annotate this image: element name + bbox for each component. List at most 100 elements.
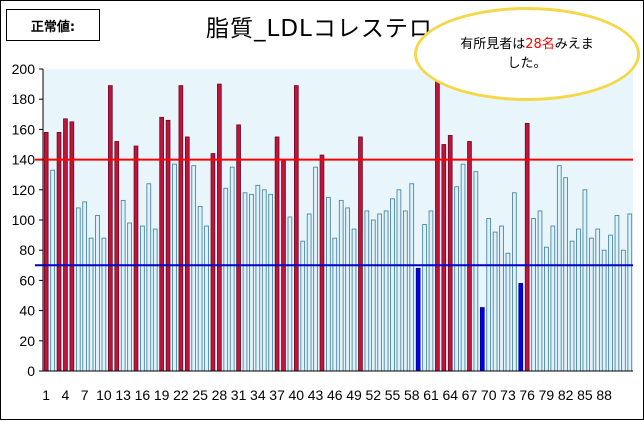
bar: [422, 224, 427, 372]
bar: [210, 153, 216, 372]
bar: [473, 171, 479, 372]
bar: [409, 183, 415, 372]
bar: [255, 184, 261, 372]
y-tick-label: 160: [12, 121, 36, 137]
bar: [178, 85, 184, 372]
bar: [108, 85, 113, 372]
bar: [75, 207, 81, 372]
bar: [486, 218, 492, 372]
x-tick-label: 64: [442, 387, 458, 403]
bar: [306, 213, 312, 372]
callout-line2: した。: [507, 56, 547, 71]
x-tick-label: 25: [192, 387, 208, 403]
x-tick-label: 19: [154, 387, 170, 403]
x-tick-label: 46: [327, 387, 343, 403]
x-tick-label: 52: [365, 387, 381, 403]
x-tick-label: 28: [212, 387, 228, 403]
x-tick-label: 7: [81, 387, 89, 403]
bar: [595, 228, 601, 372]
bar: [197, 206, 203, 372]
bar: [184, 136, 190, 372]
bar: [460, 163, 466, 372]
bar: [377, 213, 383, 372]
bar: [146, 183, 152, 372]
x-tick-label: 58: [404, 387, 420, 403]
bar: [293, 85, 299, 372]
bar: [133, 145, 139, 372]
bar: [614, 215, 620, 372]
chart-title: 脂質_LDLコレステロ: [206, 16, 433, 42]
x-tick-label: 16: [135, 387, 151, 403]
bar: [223, 187, 229, 372]
normal-value-label: 正常値:: [6, 9, 100, 41]
x-tick-label: 67: [462, 387, 478, 403]
bar: [364, 210, 370, 372]
bar: [338, 199, 344, 372]
x-tick-label: 61: [423, 387, 439, 403]
bar: [95, 215, 100, 372]
bar: [383, 210, 389, 372]
x-tick-label: 22: [173, 387, 189, 403]
bar: [550, 225, 556, 372]
bar: [447, 135, 453, 372]
bar: [563, 177, 568, 372]
bar: [56, 132, 62, 372]
bar: [537, 210, 543, 372]
bar: [370, 219, 376, 372]
bar: [204, 225, 209, 372]
bar: [479, 307, 485, 372]
bar: [351, 228, 357, 372]
y-tick-label: 180: [12, 91, 36, 107]
bar: [300, 240, 306, 372]
bar: [127, 222, 132, 372]
bar: [159, 116, 164, 372]
callout-suffix: みえま: [554, 37, 594, 52]
x-tick-label: 82: [558, 387, 574, 403]
y-tick-label: 120: [12, 182, 36, 198]
bar: [492, 231, 498, 372]
bar: [601, 249, 607, 372]
x-tick-label: 85: [577, 387, 593, 403]
bar: [428, 210, 434, 372]
bar: [114, 141, 120, 372]
bar: [403, 210, 408, 372]
x-tick-label: 40: [289, 387, 305, 403]
bar: [415, 267, 421, 372]
bar: [435, 68, 440, 372]
bar: [313, 166, 318, 372]
bar: [217, 83, 222, 372]
bar: [287, 216, 293, 372]
y-tick-label: 20: [19, 333, 35, 349]
x-tick-label: 34: [250, 387, 266, 403]
bar: [261, 189, 267, 372]
x-tick-label: 73: [500, 387, 516, 403]
y-tick-label: 0: [27, 363, 35, 379]
bar: [621, 249, 626, 372]
bar: [627, 213, 633, 372]
bar: [268, 193, 273, 372]
x-tick-label: 13: [115, 387, 131, 403]
bar: [390, 198, 395, 372]
bar: [140, 225, 145, 372]
y-tick-label: 40: [19, 303, 35, 319]
bar: [332, 237, 338, 372]
bar: [172, 163, 177, 372]
bar: [101, 237, 107, 372]
bar: [165, 119, 171, 372]
y-tick-label: 140: [12, 152, 36, 168]
y-tick-label: 100: [12, 212, 36, 228]
bar: [319, 154, 325, 372]
bar: [512, 192, 517, 372]
callout-count: 28名: [525, 37, 555, 52]
bar: [582, 189, 588, 372]
x-tick-label: 43: [308, 387, 324, 403]
x-tick-label: 88: [596, 387, 612, 403]
bar: [242, 192, 248, 372]
bar: [274, 136, 280, 372]
x-tick-label: 4: [62, 387, 70, 403]
bar: [569, 240, 575, 372]
y-tick-label: 60: [19, 272, 35, 288]
bar: [467, 141, 472, 372]
